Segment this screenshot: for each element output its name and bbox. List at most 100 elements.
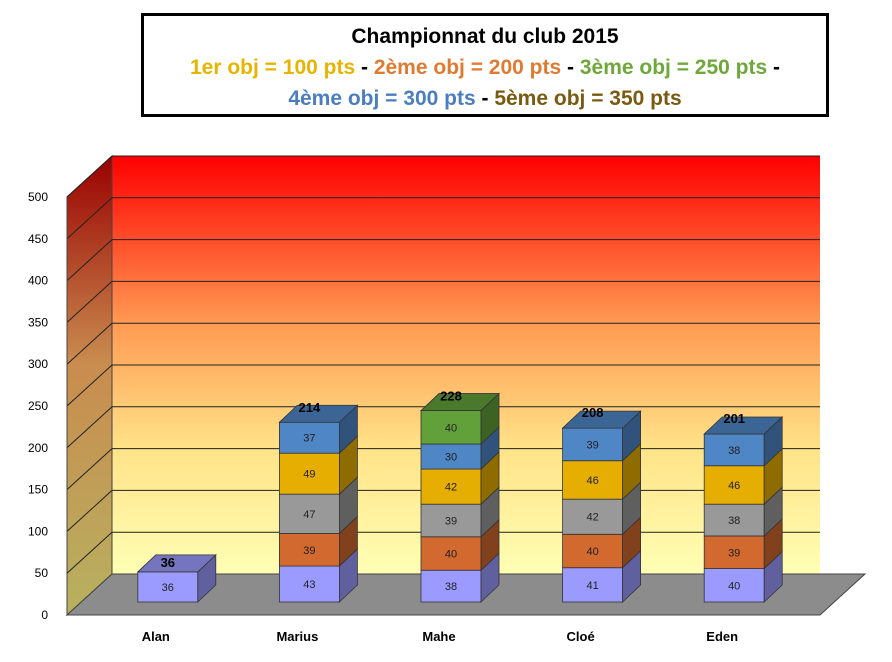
- bar-segment: 38: [703, 416, 783, 467]
- bar-segment: 47: [278, 476, 358, 535]
- bar-value-label: 46: [586, 475, 598, 487]
- y-tick-label: 350: [28, 315, 48, 329]
- x-category-label: Cloé: [567, 629, 595, 644]
- y-tick-label: 450: [28, 232, 48, 246]
- bar-value-label: 42: [445, 482, 457, 494]
- bar-front: [703, 465, 765, 505]
- bar-value-label: 40: [445, 549, 457, 561]
- bar-front: [278, 493, 340, 534]
- subtitle-segment: 2ème obj = 200 pts: [373, 56, 562, 79]
- bar-segment: 46: [703, 447, 783, 506]
- bar-top: [561, 410, 642, 429]
- gridline-side: [66, 197, 113, 240]
- x-category-label: Alan: [142, 629, 170, 644]
- bar-value-label: 38: [728, 515, 740, 527]
- gridline-side: [66, 531, 113, 574]
- bar-front: [562, 427, 623, 462]
- gridline-side: [66, 155, 113, 198]
- bar-front: [278, 565, 340, 603]
- subtitle-segment: 1er obj = 100 pts: [189, 56, 356, 79]
- subtitle-segment: 4ème obj = 300 pts: [288, 87, 476, 110]
- gridline-side: [66, 239, 113, 281]
- x-category-label: Marius: [276, 629, 318, 644]
- bar-top: [278, 404, 359, 423]
- bar-front: [703, 568, 765, 603]
- bar-value-label: 41: [586, 580, 598, 592]
- bar-total-label: 208: [582, 405, 604, 420]
- y-axis: 0 50 100 150 200 250 300 350 400 450 500: [28, 190, 68, 622]
- bar-front: [137, 571, 199, 603]
- gridline-side: [66, 448, 113, 490]
- y-tick-label: 100: [28, 524, 48, 538]
- subtitle-segment: 5ème obj = 350 pts: [494, 87, 682, 110]
- bar-value-label: 42: [586, 512, 598, 524]
- bar-value-label: 39: [586, 439, 598, 451]
- bar-segment: 38: [420, 552, 500, 603]
- bar-segment: 39: [278, 515, 358, 567]
- y-tick-label: 300: [28, 357, 48, 371]
- bar-value-label: 49: [303, 469, 315, 481]
- bar-total-label: 228: [440, 388, 462, 403]
- bar-value-label: 36: [162, 582, 174, 594]
- y-tick-label: 150: [28, 483, 48, 497]
- gridline-side: [66, 406, 113, 449]
- bar-value-label: 43: [303, 579, 315, 591]
- subtitle-segment: -: [767, 56, 781, 79]
- bar-value-label: 46: [728, 480, 740, 492]
- gridline-side: [66, 490, 113, 532]
- subtitle-segment: 3ème obj = 250 pts: [579, 56, 768, 79]
- bar-value-label: 37: [303, 433, 315, 445]
- bar-segment: 40: [420, 518, 500, 572]
- y-tick-label: 500: [28, 190, 48, 204]
- bar-segment: 37: [278, 404, 358, 455]
- y-tick-label: 250: [28, 399, 48, 413]
- y-tick-label: 200: [28, 441, 48, 455]
- bar-total-label: 201: [723, 411, 745, 426]
- bar-value-label: 30: [445, 452, 457, 464]
- bar-value-label: 39: [445, 515, 457, 527]
- bar-value-label: 39: [728, 547, 740, 559]
- bar-segment: 46: [562, 442, 641, 501]
- bar-value-label: 39: [303, 545, 315, 557]
- bar-segment: 49: [278, 435, 358, 496]
- x-category-label: Eden: [706, 629, 738, 644]
- bar-value-label: 40: [445, 422, 457, 434]
- bar-top: [136, 554, 217, 573]
- bar-segment: 43: [278, 548, 358, 603]
- bar-value-label: 38: [445, 581, 457, 593]
- subtitle-segment: -: [355, 56, 374, 79]
- chart-subtitle-line-1: 1er obj = 100 pts - 2ème obj = 200 pts -…: [144, 52, 826, 83]
- chart-subtitle-line-2: 4ème obj = 300 pts - 5ème obj = 350 pts: [144, 83, 826, 114]
- bar-value-label: 47: [303, 509, 315, 521]
- bar-front: [420, 536, 482, 571]
- bar-top: [703, 416, 784, 435]
- bar-front: [703, 503, 765, 537]
- x-category-label: Mahe: [422, 629, 455, 644]
- bar-front: [420, 569, 482, 603]
- y-tick-label: 400: [28, 274, 48, 288]
- gridline-side: [66, 281, 113, 323]
- bar-front: [562, 498, 623, 535]
- bars: 36 36 43 39 47 49 37 214 38 40 39 42 30 40 228 41 40 42 46…: [136, 388, 784, 603]
- bar-total-label: 36: [161, 555, 175, 570]
- x-axis: Alan Marius Mahe Cloé Eden: [142, 629, 738, 644]
- bar-segment: 40: [420, 392, 500, 445]
- y-tick-label: 50: [35, 566, 49, 580]
- bar-front: [278, 452, 340, 495]
- gridline-side: [66, 364, 113, 407]
- gridline-side: [66, 322, 113, 365]
- bar-front: [562, 567, 623, 603]
- bar-total-label: 214: [299, 400, 321, 415]
- bar-front: [420, 443, 482, 470]
- bar-segment: 39: [562, 410, 641, 462]
- bar-segment: 42: [562, 481, 641, 536]
- bar-value-label: 40: [728, 580, 740, 592]
- subtitle-segment: -: [475, 87, 495, 110]
- bar-top: [419, 393, 501, 411]
- chart-title-box: Championnat du club 2015 1er obj = 100 p…: [141, 13, 829, 117]
- bar-front: [278, 533, 340, 567]
- bar-segment: 30: [420, 426, 500, 471]
- bar-segment: 40: [703, 550, 783, 603]
- y-tick-label: 0: [41, 608, 48, 622]
